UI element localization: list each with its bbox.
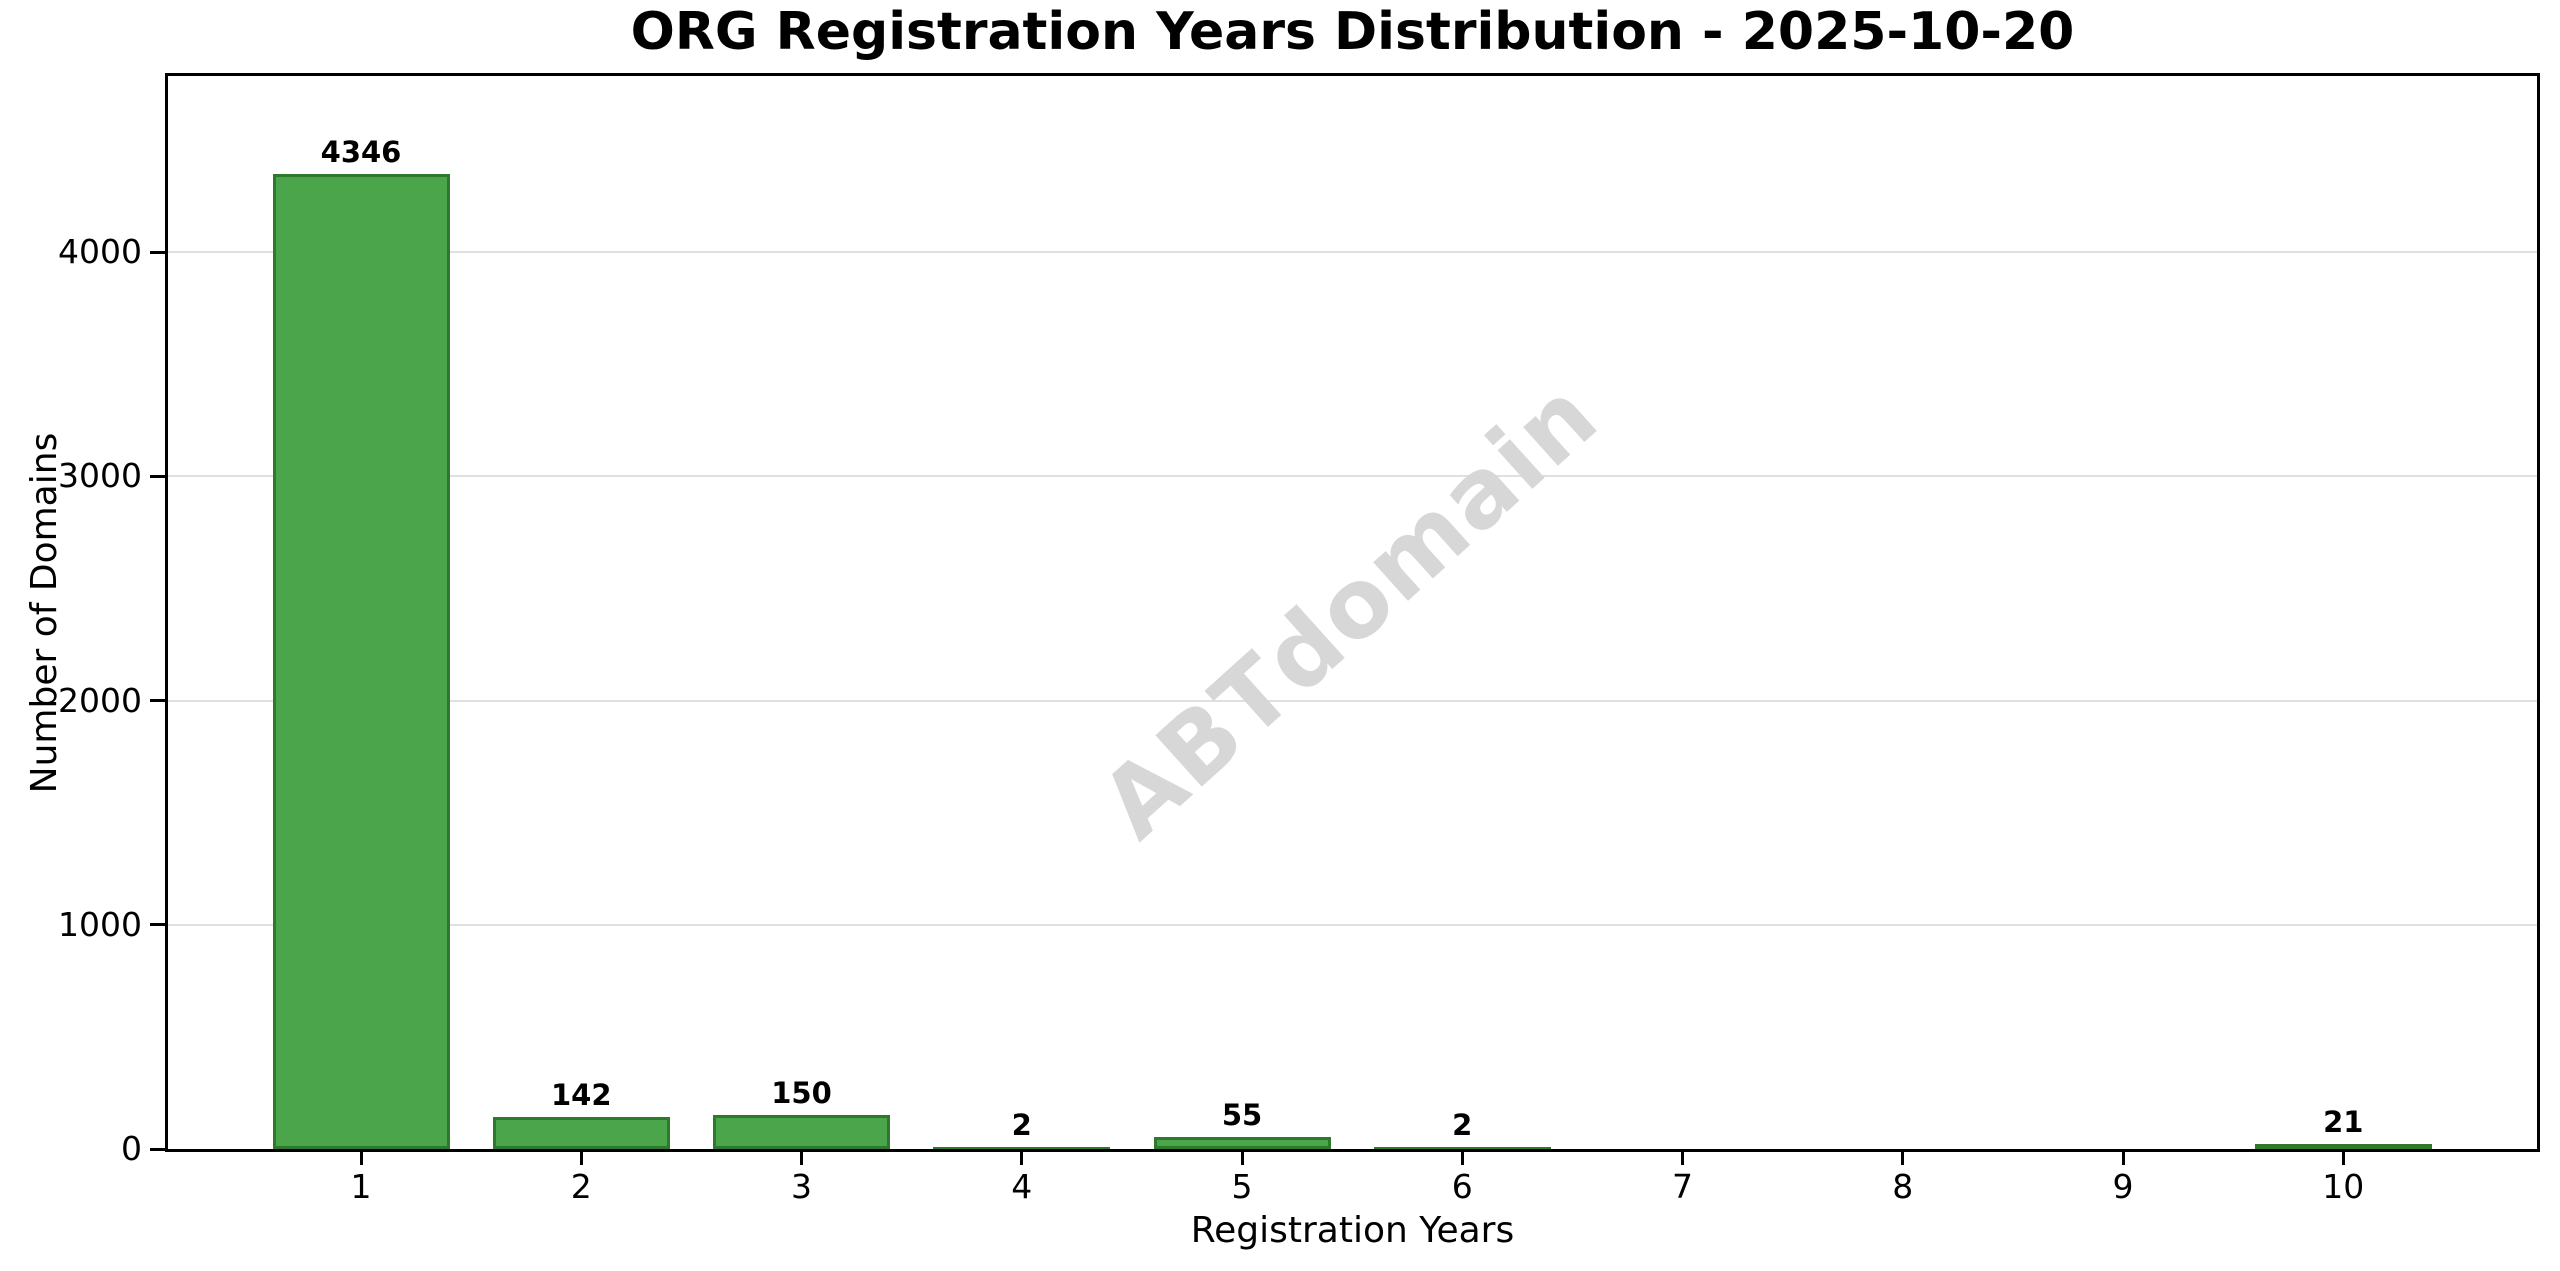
x-tick-mark — [2341, 1152, 2345, 1165]
x-tick-label: 10 — [2322, 1167, 2365, 1206]
x-tick-label: 3 — [791, 1167, 812, 1206]
x-tick-label: 6 — [1451, 1167, 1473, 1206]
x-tick-mark — [579, 1152, 583, 1165]
x-tick-label: 9 — [2112, 1167, 2134, 1206]
bar — [1153, 1136, 1331, 1149]
y-tick-mark — [150, 1147, 165, 1151]
bar-value-label: 55 — [1221, 1097, 1263, 1132]
x-tick-mark — [1901, 1152, 1905, 1165]
x-tick-mark — [1460, 1152, 1464, 1165]
bar — [1373, 1146, 1551, 1149]
y-tick-label: 0 — [121, 1129, 142, 1168]
watermark-text: ABTdomain — [1080, 359, 1620, 861]
y-tick-mark — [150, 250, 165, 254]
bar — [933, 1146, 1111, 1149]
x-tick-mark — [359, 1152, 363, 1165]
bar-value-label: 2 — [1011, 1107, 1032, 1142]
x-tick-label: 2 — [570, 1167, 592, 1206]
y-tick-label: 3000 — [58, 456, 142, 496]
gridline — [168, 923, 2537, 926]
x-tick-label: 5 — [1231, 1167, 1253, 1206]
y-tick-mark — [150, 474, 165, 478]
bar — [492, 1117, 670, 1149]
x-tick-label: 4 — [1011, 1167, 1033, 1206]
x-tick-mark — [2121, 1152, 2125, 1165]
y-tick-label: 2000 — [58, 680, 142, 720]
gridline — [168, 475, 2537, 478]
gridline — [168, 699, 2537, 702]
y-tick-label: 4000 — [58, 232, 142, 272]
bar-value-label: 4346 — [320, 135, 402, 170]
bar — [713, 1115, 890, 1149]
y-tick-label: 1000 — [58, 904, 142, 944]
x-tick-mark — [1681, 1152, 1684, 1165]
x-tick-mark — [1020, 1152, 1024, 1165]
x-tick-mark — [800, 1152, 803, 1165]
x-tick-label: 8 — [1892, 1167, 1914, 1206]
plot-area: ABTdomain 0 1000 2000 3000 4000 1 4346 2 142 3 150… — [58, 73, 2540, 1206]
bar-value-label: 21 — [2323, 1105, 2364, 1140]
x-tick-mark — [1240, 1152, 1244, 1165]
gridline — [168, 251, 2537, 254]
x-tick-label: 7 — [1672, 1167, 1693, 1206]
chart-title: ORG Registration Years Distribution - 20… — [630, 2, 2075, 62]
y-tick-mark — [150, 699, 165, 702]
x-tick-label: 1 — [350, 1167, 372, 1206]
bar — [272, 174, 450, 1149]
x-axis-label: Registration Years — [1190, 1210, 1515, 1251]
y-axis-label: Number of Domains — [24, 432, 65, 794]
bar-value-label: 2 — [1452, 1107, 1473, 1142]
bar-value-label: 150 — [771, 1076, 832, 1111]
bar — [2254, 1144, 2432, 1149]
y-tick-mark — [150, 923, 165, 927]
bar-value-label: 142 — [550, 1078, 612, 1113]
